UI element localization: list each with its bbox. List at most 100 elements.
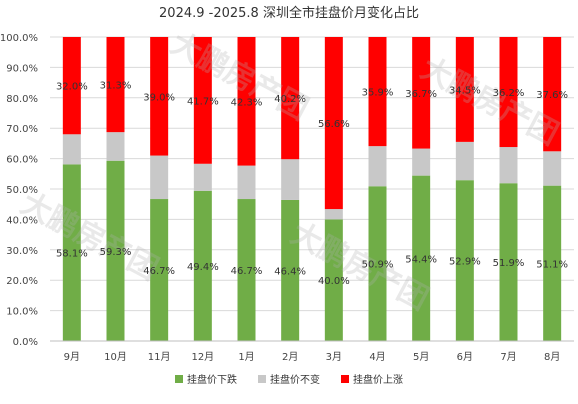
bar-segment-1 [368,186,387,341]
bar-segment-1 [281,199,300,341]
bar-segment-3 [324,37,343,210]
bar-segment-2 [455,141,474,181]
data-label: 37.6% [536,90,568,101]
data-label: 31.3% [100,81,132,92]
data-label: 41.7% [187,96,219,107]
bar-segment-2 [237,165,256,200]
y-tick-label: 10.0% [6,307,38,318]
x-tick-label: 3月 [326,351,342,363]
x-tick-label: 2月 [282,351,298,363]
bar-segment-1 [193,190,212,341]
bar-segment-1 [543,185,562,341]
data-label: 39.0% [143,92,175,103]
bar-segment-3 [150,37,169,156]
x-tick-label: 8月 [544,351,560,363]
x-tick-label: 4月 [369,351,385,363]
bar-segment-2 [543,151,562,186]
bar-segment-2 [193,163,212,191]
y-tick-label: 0.0% [13,337,38,348]
x-tick-label: 5月 [413,351,429,363]
x-tick-label: 10月 [104,351,127,363]
legend-swatch [341,375,349,383]
bar-segment-3 [193,37,212,164]
data-labels: 58.1% 32.0% 59.3% 31.3% 46.7% 39.0% 49.4% 41.7%… [56,81,568,288]
data-label: 52.9% [449,257,481,268]
x-tick-label: 7月 [500,351,516,363]
data-label: 34.5% [449,85,481,96]
bar-segment-2 [150,155,169,200]
chart-title: 2024.9 -2025.8 深圳全市挂盘价月变化占比 [159,5,419,21]
gridlines [50,36,574,342]
data-label: 50.9% [362,260,394,271]
legend-label: 挂盘价上涨 [353,373,403,386]
data-label: 54.4% [405,254,437,265]
bar-segment-2 [106,132,125,161]
y-tick-label: 20.0% [6,276,38,287]
data-label: 51.9% [493,258,525,269]
bar-segment-2 [368,146,387,187]
data-label: 58.1% [56,249,88,260]
legend: 挂盘价下跌 挂盘价不变 挂盘价上涨 [175,373,403,386]
bar-segment-1 [237,199,256,341]
bar-segment-1 [324,219,343,341]
data-label: 42.3% [231,97,263,108]
legend-label: 挂盘价下跌 [187,373,237,386]
x-axis: 9月 10月 11月 12月 1月 2月 3月 4月 5月 6月 7月 8月 [50,340,574,363]
bar-segment-2 [412,148,431,176]
watermark-text: 大鹏房产团 [15,186,164,287]
bar-segment-2 [324,209,343,220]
bar-segment-3 [455,37,474,142]
y-axis: 0.0% 10.0% 20.0% 30.0% 40.0% 50.0% 60.0% 70.0% 8… [0,33,38,348]
data-label: 36.2% [493,88,525,99]
y-tick-label: 40.0% [6,215,38,226]
x-tick-label: 6月 [457,351,473,363]
legend-label: 挂盘价不变 [270,373,320,386]
y-tick-label: 50.0% [6,185,38,196]
y-tick-label: 60.0% [6,155,38,166]
x-tick-label: 11月 [148,351,171,363]
x-tick-label: 12月 [191,351,214,363]
y-tick-label: 70.0% [6,124,38,135]
bar-segment-2 [62,134,81,165]
bar-segment-1 [106,160,125,341]
data-label: 46.4% [274,266,306,277]
bar-segment-3 [368,37,387,147]
data-label: 49.4% [187,262,219,273]
legend-swatch [258,375,266,383]
bar-segment-3 [543,37,562,152]
data-label: 46.7% [231,266,263,277]
data-label: 46.7% [143,266,175,277]
bar-segment-2 [499,147,518,184]
bar-segment-3 [237,37,256,166]
bar-segment-3 [62,37,81,135]
x-tick-label: 9月 [64,351,80,363]
bar-segment-1 [455,180,474,341]
bar-segment-3 [106,37,125,133]
data-label: 36.7% [405,89,437,100]
y-tick-label: 30.0% [6,246,38,257]
y-tick-label: 100.0% [0,33,38,44]
data-label: 51.1% [536,259,568,270]
bar-segment-1 [412,175,431,341]
data-label: 35.9% [362,88,394,99]
data-label: 56.6% [318,119,350,130]
bar-segment-1 [499,183,518,341]
y-tick-label: 90.0% [6,63,38,74]
legend-swatch [175,375,183,383]
y-tick-label: 80.0% [6,94,38,105]
bar-segment-1 [62,164,81,341]
data-label: 59.3% [100,247,132,258]
bar-segment-1 [150,199,169,341]
bar-segment-3 [412,37,431,149]
data-label: 40.2% [274,94,306,105]
data-label: 32.0% [56,82,88,93]
watermark-text: 大鹏房产团 [415,51,564,152]
data-label: 40.0% [318,276,350,287]
x-tick-label: 1月 [238,351,254,363]
bar-segment-3 [281,37,300,160]
bar-segment-2 [281,159,300,200]
bar-segment-3 [499,37,518,148]
bars [62,37,562,341]
watermark-text: 大鹏房产团 [285,216,434,317]
